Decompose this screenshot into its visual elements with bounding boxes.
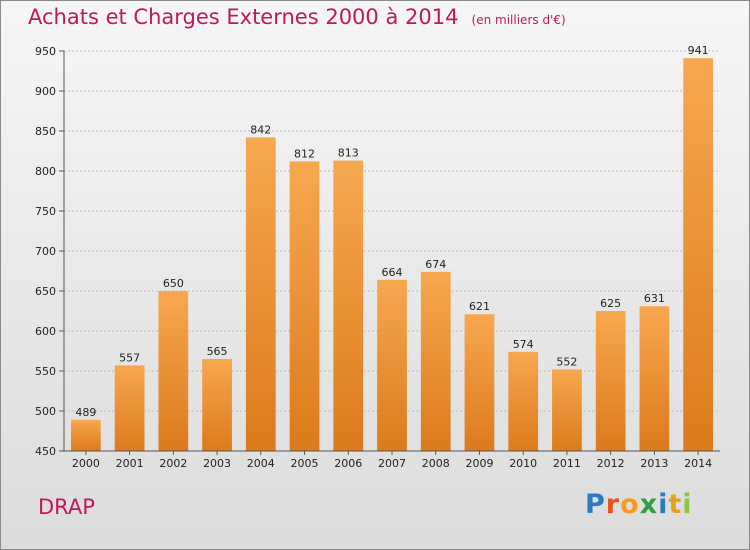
- y-tick-label: 600: [35, 325, 56, 338]
- bar-value-label: 664: [382, 266, 403, 279]
- x-tick-label: 2002: [159, 457, 187, 470]
- bar-2007: [377, 279, 407, 451]
- chart-title: Achats et Charges Externes 2000 à 2014: [28, 5, 459, 29]
- bar-2005: [289, 161, 320, 451]
- bar-2012: [595, 311, 626, 451]
- bar-2009: [464, 314, 495, 451]
- x-tick-label: 2001: [116, 457, 144, 470]
- bar-value-label: 650: [163, 277, 184, 290]
- y-tick-label: 900: [35, 85, 56, 98]
- x-tick-label: 2014: [684, 457, 712, 470]
- bar-value-label: 812: [294, 147, 315, 160]
- x-tick-label: 2003: [203, 457, 231, 470]
- x-tick-label: 2006: [334, 457, 362, 470]
- x-tick-label: 2011: [553, 457, 581, 470]
- bar-2000: [70, 419, 101, 451]
- bar-2011: [552, 369, 582, 451]
- bar-value-label: 621: [469, 300, 490, 313]
- y-tick-label: 750: [35, 205, 56, 218]
- x-tick-label: 2012: [597, 457, 625, 470]
- x-tick-label: 2007: [378, 457, 406, 470]
- bar-2004: [245, 137, 276, 451]
- bar-2008: [420, 271, 451, 451]
- x-tick-label: 2010: [509, 457, 537, 470]
- brand-letter: i: [658, 489, 669, 520]
- y-tick-label: 450: [35, 445, 56, 458]
- x-tick-label: 2009: [465, 457, 493, 470]
- bar-value-label: 552: [556, 355, 577, 368]
- axis-layer: 450 500 550 600 650 700 750 800 850 900 950 2000 200…: [35, 45, 720, 470]
- brand-letter: o: [620, 489, 640, 520]
- bar-value-label: 813: [338, 147, 359, 160]
- brand-letter: P: [585, 489, 606, 520]
- y-tick-label: 700: [35, 245, 56, 258]
- bar-value-label: 625: [600, 297, 621, 310]
- bar-value-label: 842: [250, 123, 271, 136]
- bar-value-label: 941: [688, 44, 709, 57]
- bar-value-label: 674: [425, 258, 446, 271]
- y-tick-label: 550: [35, 365, 56, 378]
- brand-letter: x: [639, 489, 659, 520]
- bar-2002: [158, 291, 189, 451]
- x-tick-label: 2013: [640, 457, 668, 470]
- y-tick-label: 500: [35, 405, 56, 418]
- title-row: Achats et Charges Externes 2000 à 2014 (…: [28, 5, 566, 29]
- y-tick-label: 650: [35, 285, 56, 298]
- bar-layer: 489 557 650 565 842 812 813 664 674 621 574 552 625 6…: [70, 44, 714, 451]
- bar-value-label: 631: [644, 292, 665, 305]
- y-tick-label: 950: [35, 45, 56, 58]
- bar-2013: [639, 306, 670, 451]
- bar-2006: [333, 160, 364, 451]
- bar-2014: [683, 58, 714, 451]
- bar-2010: [508, 351, 539, 451]
- x-tick-label: 2004: [247, 457, 275, 470]
- location-label: DRAP: [38, 495, 95, 519]
- bar-value-label: 574: [513, 338, 534, 351]
- bar-value-label: 565: [207, 345, 228, 358]
- y-tick-label: 800: [35, 165, 56, 178]
- bar-value-label: 557: [119, 351, 140, 364]
- x-tick-label: 2000: [72, 457, 100, 470]
- chart-unit: (en milliers d'€): [471, 13, 566, 27]
- brand-letter: t: [668, 489, 683, 520]
- x-tick-label: 2005: [291, 457, 319, 470]
- brand-logo: Proxiti: [585, 489, 693, 520]
- bar-2003: [202, 359, 232, 451]
- bar-2001: [114, 365, 145, 451]
- brand-letter: i: [682, 489, 693, 520]
- bar-value-label: 489: [75, 406, 96, 419]
- x-tick-label: 2008: [422, 457, 450, 470]
- brand-letter: r: [605, 489, 621, 520]
- y-tick-label: 850: [35, 125, 56, 138]
